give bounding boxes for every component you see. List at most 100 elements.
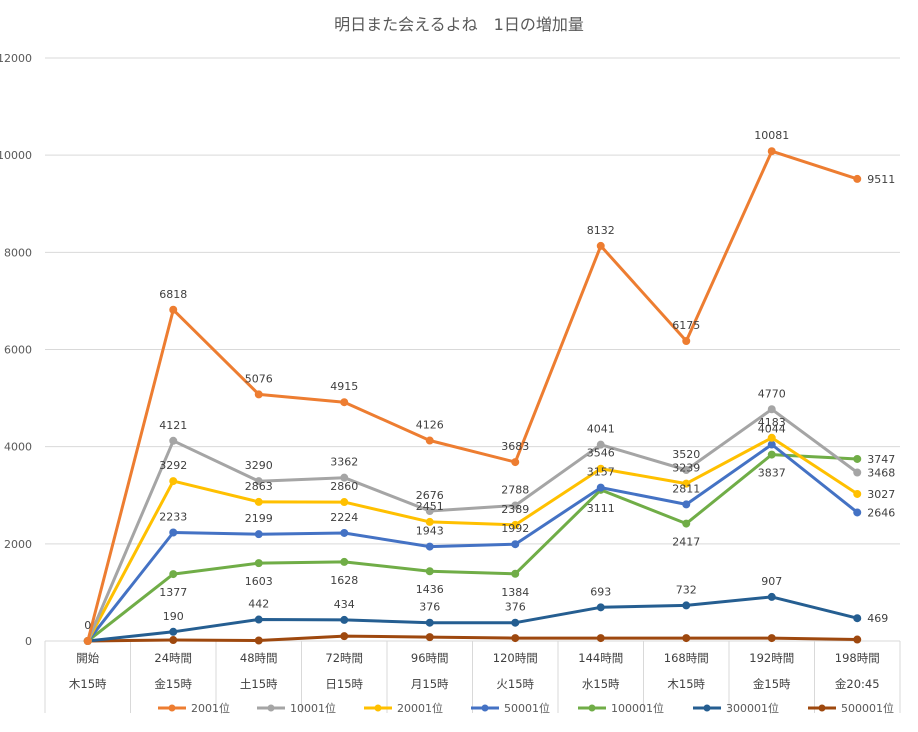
data-point — [511, 618, 520, 627]
data-label: 732 — [676, 583, 697, 596]
data-point — [511, 520, 520, 529]
x-tick-sublabel: 日15時 — [325, 677, 363, 691]
y-tick-label: 6000 — [4, 344, 32, 357]
data-label: 0 — [84, 619, 91, 632]
data-label: 10081 — [754, 129, 789, 142]
x-tick-label: 198時間 — [835, 651, 880, 665]
data-point — [425, 517, 434, 526]
x-tick-label: 144時間 — [578, 651, 623, 665]
series-line — [86, 407, 859, 643]
data-point — [596, 241, 605, 250]
data-label: 469 — [867, 612, 888, 625]
data-label: 6175 — [672, 319, 700, 332]
data-label: 2860 — [330, 480, 358, 493]
y-tick-label: 8000 — [4, 246, 32, 259]
data-point — [682, 465, 691, 474]
data-label: 2199 — [245, 512, 273, 525]
data-label: 1377 — [159, 586, 187, 599]
legend-label: 300001位 — [726, 701, 779, 715]
data-label: 907 — [761, 575, 782, 588]
data-label: 2233 — [159, 511, 187, 524]
x-tick-label: 72時間 — [325, 651, 363, 665]
data-point — [254, 636, 263, 645]
data-label: 4041 — [587, 423, 615, 436]
data-label: 8132 — [587, 224, 615, 237]
data-point — [169, 636, 178, 645]
x-tick-label: 96時間 — [411, 651, 449, 665]
data-point — [340, 557, 349, 566]
x-tick-sublabel: 木15時 — [69, 677, 107, 691]
data-label: 9511 — [867, 173, 895, 186]
data-label: 376 — [505, 601, 526, 614]
data-point — [767, 147, 776, 156]
y-tick-label: 10000 — [0, 149, 32, 162]
data-point — [169, 528, 178, 537]
legend: 2001位 10001位 20001位 50001位 100001位 300001位 500… — [158, 701, 894, 715]
data-label: 3468 — [867, 467, 895, 480]
chart-title: 明日また会えるよね 1日の増加量 — [334, 15, 584, 34]
data-label: 2811 — [672, 482, 700, 495]
data-point — [254, 530, 263, 539]
data-label: 3837 — [758, 467, 786, 480]
data-label: 2389 — [501, 503, 529, 516]
data-point — [254, 497, 263, 506]
data-point — [853, 454, 862, 463]
data-point — [425, 542, 434, 551]
x-tick-sublabel: 水15時 — [582, 677, 620, 691]
data-point — [254, 477, 263, 486]
data-label: 2417 — [672, 536, 700, 549]
data-point — [169, 570, 178, 579]
data-label: 4044 — [758, 423, 786, 436]
legend-label: 500001位 — [841, 701, 894, 715]
data-point — [767, 592, 776, 601]
x-tick-sublabel: 金15時 — [154, 677, 192, 691]
data-point — [853, 614, 862, 623]
data-point — [767, 440, 776, 449]
data-point — [169, 436, 178, 445]
data-label: 4770 — [758, 387, 786, 400]
y-tick-label: 2000 — [4, 538, 32, 551]
series-line — [86, 443, 859, 643]
x-tick-sublabel: 木15時 — [667, 677, 705, 691]
data-point — [425, 633, 434, 642]
data-label: 4121 — [159, 419, 187, 432]
y-tick-label: 12000 — [0, 52, 32, 65]
data-point — [682, 634, 691, 643]
data-point — [596, 483, 605, 492]
data-label: 3239 — [672, 462, 700, 475]
x-tick-label: 48時間 — [240, 651, 278, 665]
data-point — [682, 500, 691, 509]
legend-label: 2001位 — [191, 701, 230, 715]
x-tick-label: 開始 — [76, 651, 99, 665]
data-point — [340, 615, 349, 624]
data-point — [83, 637, 92, 645]
series-line — [86, 149, 859, 643]
data-label: 6818 — [159, 288, 187, 301]
data-point — [853, 174, 862, 183]
data-point — [425, 436, 434, 445]
data-label: 1992 — [501, 522, 529, 535]
x-tick-sublabel: 土15時 — [240, 677, 278, 691]
data-point — [682, 479, 691, 488]
data-point — [169, 305, 178, 314]
data-label: 3520 — [672, 448, 700, 461]
legend-label: 20001位 — [397, 701, 443, 715]
data-label: 2676 — [416, 489, 444, 502]
data-label: 2451 — [416, 500, 444, 513]
data-label: 434 — [334, 598, 355, 611]
data-label: 2646 — [867, 506, 895, 519]
data-point — [853, 468, 862, 477]
data-point — [511, 540, 520, 549]
data-point — [511, 458, 520, 467]
x-tick-label: 192時間 — [749, 651, 794, 665]
x-tick-sublabel: 火15時 — [496, 677, 534, 691]
data-label: 2788 — [501, 484, 529, 497]
x-tick-sublabel: 月15時 — [411, 677, 449, 691]
data-point — [169, 477, 178, 486]
data-point — [511, 501, 520, 510]
x-tick-label: 168時間 — [664, 651, 709, 665]
y-tick-label: 4000 — [4, 441, 32, 454]
data-point — [425, 567, 434, 576]
